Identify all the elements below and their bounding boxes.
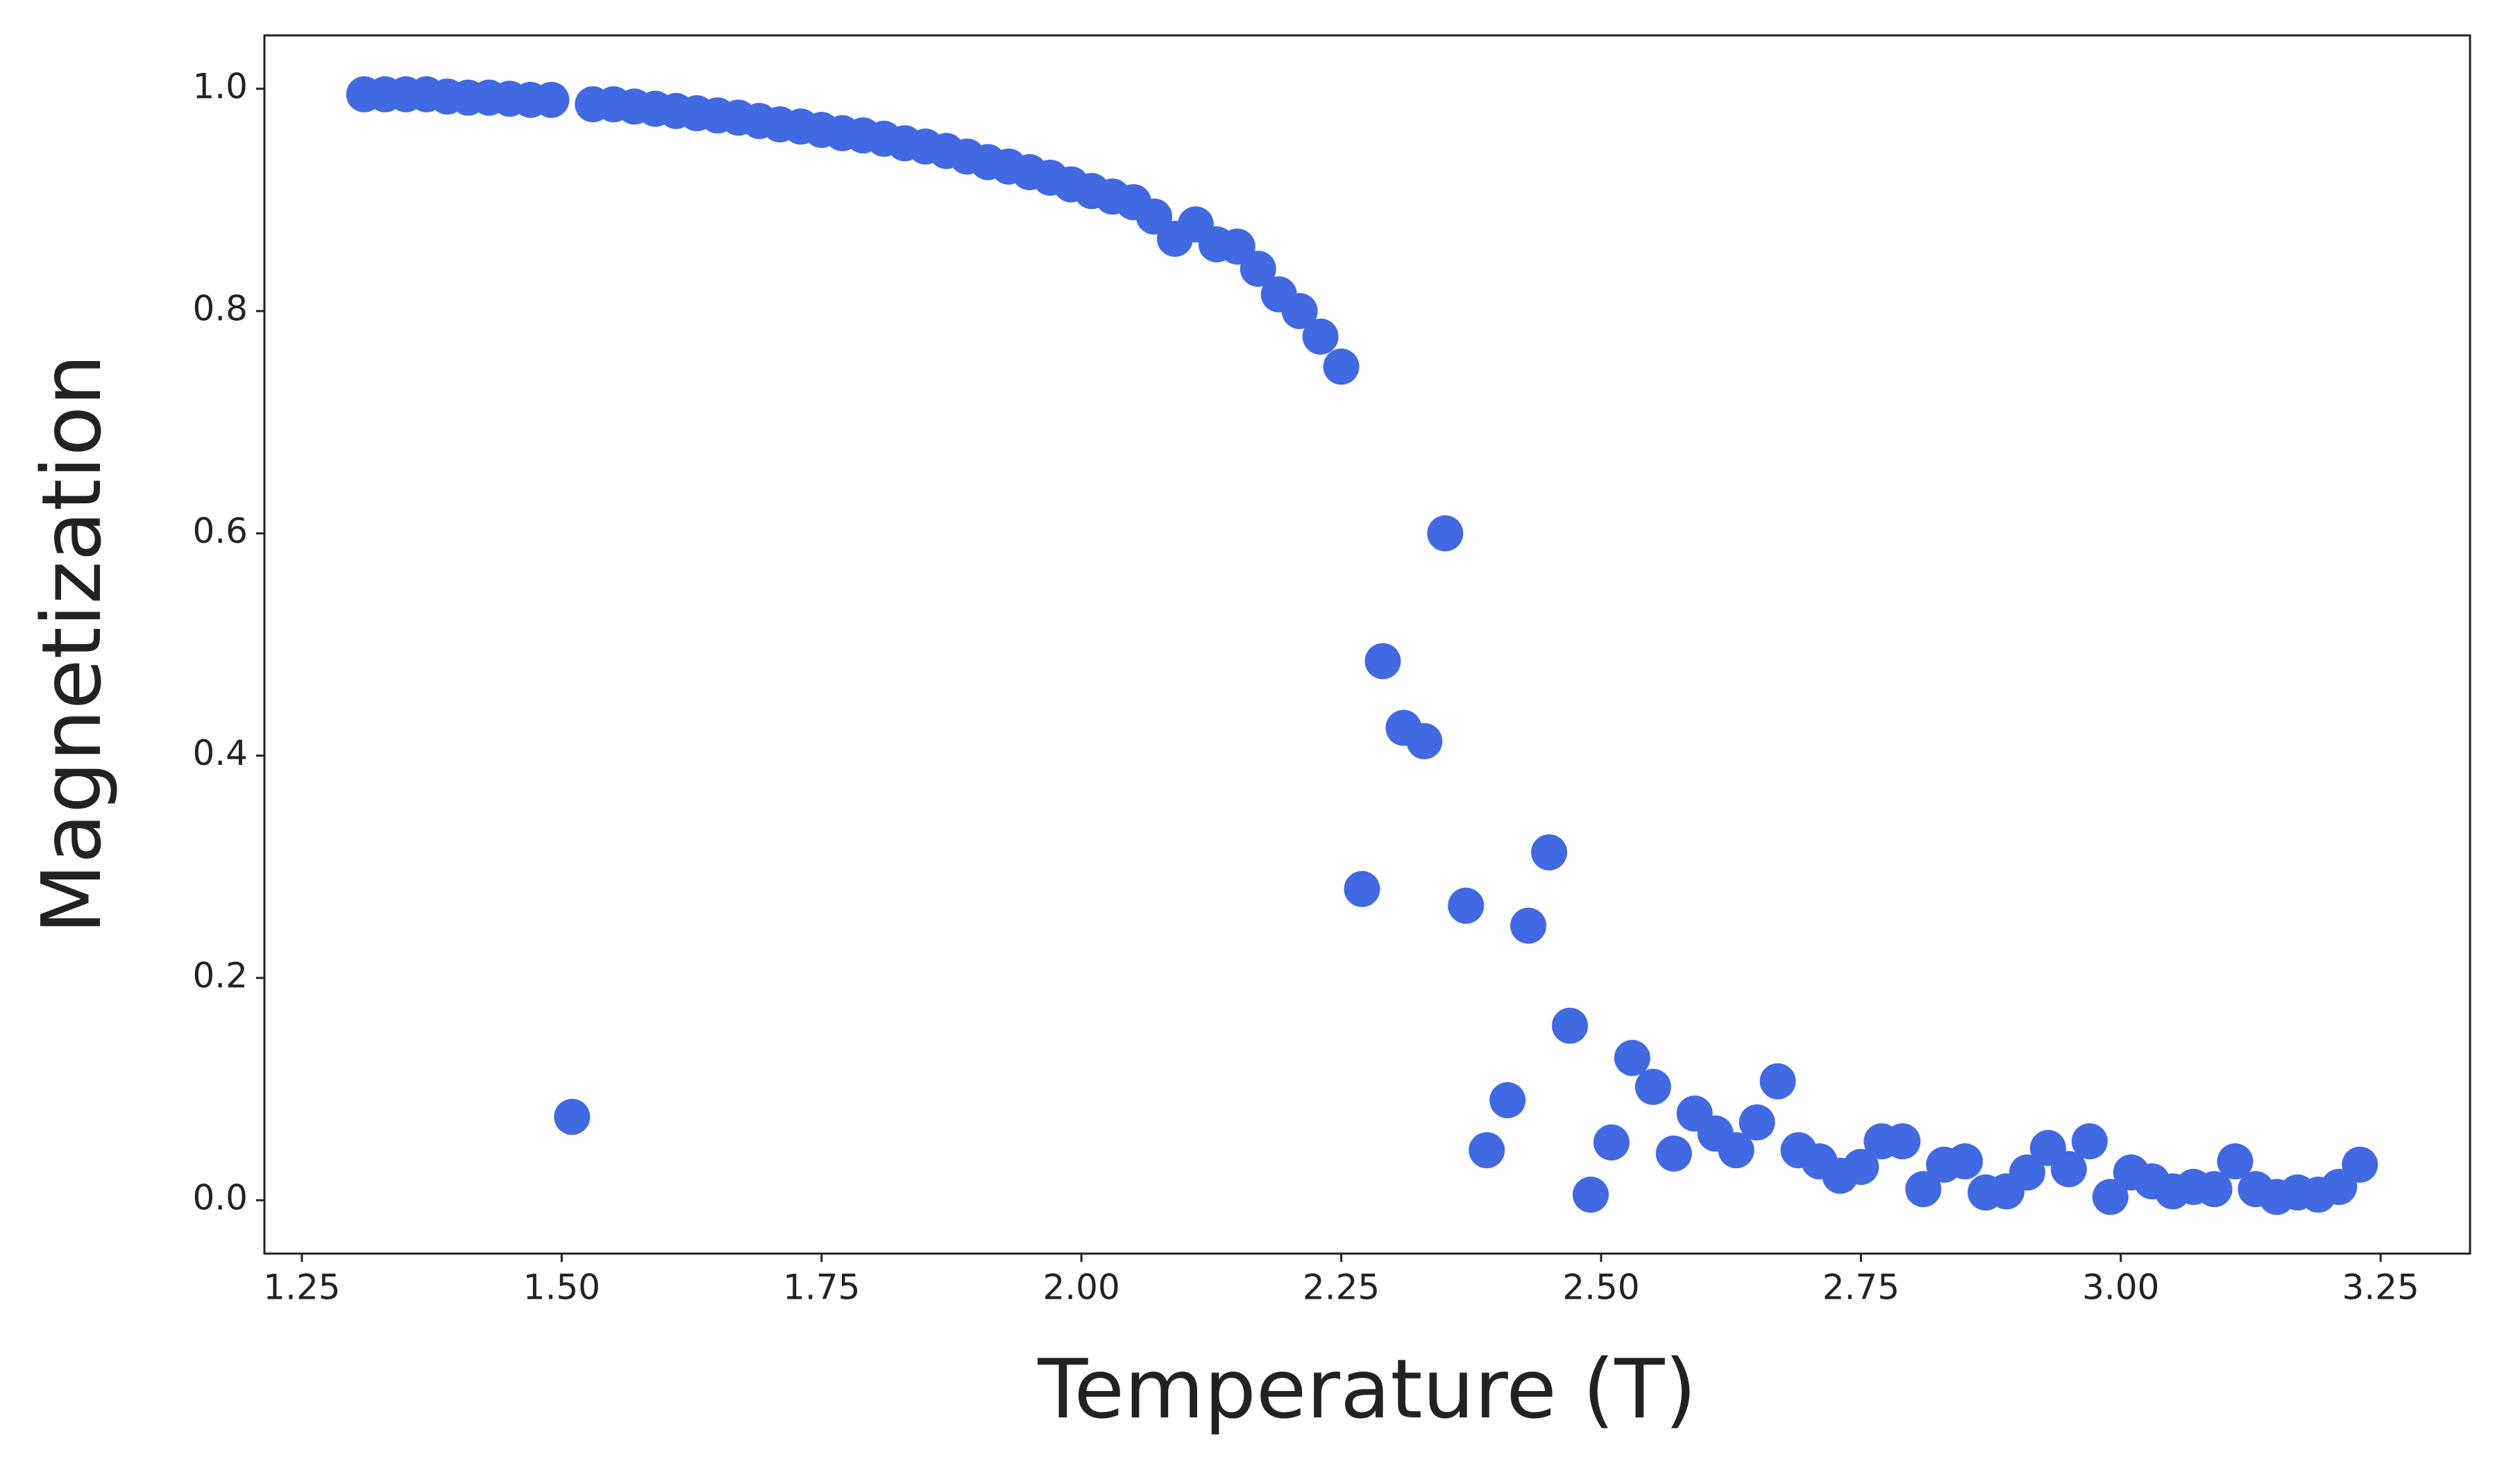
data-point bbox=[1905, 1171, 1942, 1208]
y-tick-label: 0.4 bbox=[192, 733, 248, 773]
x-tick-label: 1.25 bbox=[263, 1267, 340, 1308]
data-point bbox=[2092, 1179, 2129, 1215]
y-tick-label: 0.0 bbox=[192, 1178, 248, 1218]
data-point bbox=[1655, 1135, 1692, 1172]
data-point bbox=[2342, 1146, 2378, 1183]
data-point bbox=[1323, 348, 1360, 385]
data-point bbox=[1427, 515, 1464, 552]
data-point bbox=[1759, 1063, 1796, 1100]
data-point bbox=[1489, 1082, 1526, 1119]
data-point bbox=[1634, 1068, 1671, 1105]
x-tick-label: 2.25 bbox=[1303, 1267, 1380, 1308]
data-point bbox=[1718, 1132, 1754, 1169]
data-point bbox=[1448, 887, 1485, 924]
y-tick-label: 0.8 bbox=[192, 289, 248, 329]
x-tick-label: 2.50 bbox=[1562, 1267, 1639, 1308]
data-point bbox=[2217, 1143, 2253, 1180]
x-tick-label: 3.00 bbox=[2082, 1267, 2159, 1308]
data-point bbox=[1593, 1124, 1630, 1161]
data-point bbox=[1364, 643, 1401, 680]
x-tick-label: 1.75 bbox=[783, 1267, 860, 1308]
data-point bbox=[554, 1099, 591, 1136]
data-point bbox=[2009, 1154, 2046, 1191]
data-point bbox=[1406, 723, 1443, 759]
x-tick-label: 3.25 bbox=[2342, 1267, 2419, 1308]
data-point bbox=[1947, 1143, 1984, 1180]
x-tick-label: 2.75 bbox=[1823, 1267, 1900, 1308]
data-point bbox=[2071, 1123, 2108, 1160]
data-point bbox=[1614, 1040, 1650, 1077]
y-tick-label: 0.2 bbox=[192, 955, 248, 995]
data-point bbox=[1469, 1132, 1505, 1169]
plot-frame bbox=[263, 34, 2471, 1255]
data-point bbox=[2196, 1171, 2233, 1208]
x-tick-label: 1.50 bbox=[523, 1267, 600, 1308]
data-point bbox=[1302, 318, 1339, 355]
x-tick-label: 2.00 bbox=[1042, 1267, 1119, 1308]
y-tick-label: 1.0 bbox=[192, 66, 248, 106]
x-axis-label: Temperature (T) bbox=[1037, 1341, 1696, 1437]
data-point bbox=[1240, 251, 1276, 287]
y-tick-label: 0.6 bbox=[192, 511, 248, 551]
data-point bbox=[1281, 293, 1318, 330]
data-point bbox=[1344, 870, 1380, 907]
data-point bbox=[533, 81, 570, 118]
data-point bbox=[1510, 907, 1547, 944]
data-point bbox=[2050, 1151, 2087, 1188]
data-point bbox=[1739, 1104, 1775, 1141]
y-axis-label: Magnetization bbox=[24, 354, 119, 934]
data-point bbox=[1843, 1149, 1879, 1186]
data-point bbox=[1552, 1007, 1589, 1044]
data-point bbox=[1884, 1123, 1921, 1160]
data-point bbox=[1531, 834, 1568, 870]
data-point bbox=[1572, 1177, 1609, 1213]
